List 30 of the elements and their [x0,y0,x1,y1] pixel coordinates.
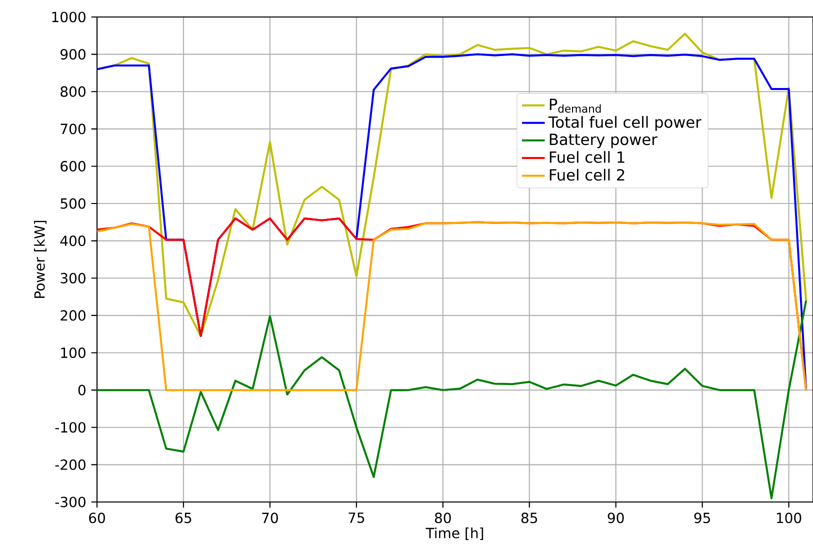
x-axis-title: Time [h] [426,527,484,540]
x-tick-label: 90 [608,512,624,524]
x-tick-label: 75 [348,512,364,524]
y-tick-label: -200 [55,459,86,470]
x-tick-label: 100 [776,512,802,524]
legend-label: P$_{demand}$ [550,98,601,113]
y-tick-label: -300 [55,496,86,508]
legend-label: Total fuel cell power [548,116,702,131]
x-tick-label: 70 [262,512,278,524]
x-tick-label: 60 [89,512,105,524]
y-tick-label: 800 [60,86,86,97]
y-tick-label: 200 [60,310,86,321]
x-tick-label: 65 [176,512,192,524]
legend-label: Battery power [550,134,658,148]
y-tick-label: 500 [60,198,86,209]
x-tick-label: 85 [521,512,538,524]
y-tick-label: -100 [55,422,86,433]
y-axis-title: Power [kW] [34,220,46,298]
legend-label: Fuel cell 2 [550,168,624,181]
y-tick-label: 1000 [52,12,86,22]
y-tick-label: 900 [60,49,86,60]
y-tick-label: 0 [78,384,86,396]
legend-label: Fuel cell 1 [550,151,624,163]
y-tick-label: 100 [61,347,86,358]
y-tick-label: 600 [60,160,86,172]
y-tick-label: 400 [60,236,86,246]
x-tick-label: 80 [434,512,451,524]
x-tick-label: 95 [694,512,710,524]
y-tick-label: 700 [60,124,86,134]
y-tick-label: 300 [60,272,86,284]
